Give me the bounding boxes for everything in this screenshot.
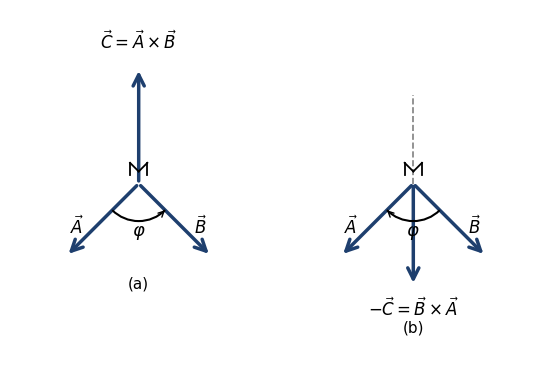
Text: $\vec{A}$: $\vec{A}$	[344, 216, 358, 239]
Text: $\varphi$: $\varphi$	[406, 224, 420, 242]
Text: $\vec{C} = \vec{A} \times \vec{B}$: $\vec{C} = \vec{A} \times \vec{B}$	[100, 31, 177, 53]
Text: $\vec{B}$: $\vec{B}$	[194, 216, 207, 239]
Text: (a): (a)	[128, 276, 149, 291]
Text: $\varphi$: $\varphi$	[132, 224, 146, 242]
Text: $\vec{A}$: $\vec{A}$	[70, 216, 84, 239]
Text: $-\vec{C} = \vec{B} \times \vec{A}$: $-\vec{C} = \vec{B} \times \vec{A}$	[368, 298, 459, 320]
Text: $\vec{B}$: $\vec{B}$	[468, 216, 481, 239]
Text: (b): (b)	[402, 321, 424, 336]
